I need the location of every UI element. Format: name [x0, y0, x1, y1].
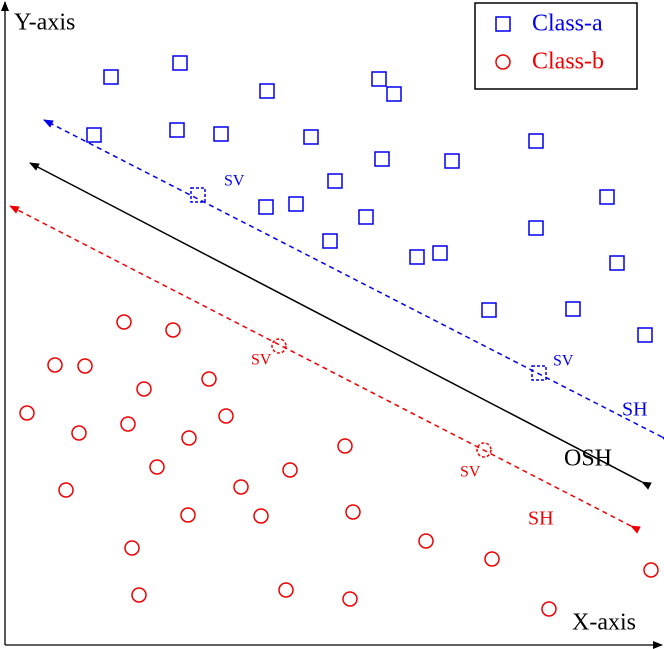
- class-a-point: [444, 153, 460, 169]
- sv-label: SV: [251, 352, 272, 369]
- sh-label: SH: [528, 508, 554, 530]
- sv-label: SV: [224, 173, 245, 190]
- legend-label: Class-a: [532, 11, 603, 37]
- class-b-point: [337, 438, 353, 454]
- class-a-point: [327, 173, 343, 189]
- class-a-point: [609, 255, 625, 271]
- class-b-point: [541, 601, 557, 617]
- class-a-point: [432, 245, 448, 261]
- class-b-point: [149, 459, 165, 475]
- class-a-point: [599, 189, 615, 205]
- class-b-point: [278, 582, 294, 598]
- class-b-point: [282, 462, 298, 478]
- sh-label: SH: [622, 399, 648, 421]
- class-a-point: [288, 196, 304, 212]
- osh-label: OSH: [564, 446, 612, 472]
- legend-marker: [495, 54, 511, 70]
- class-a-point: [213, 126, 229, 142]
- class-b-point: [165, 322, 181, 338]
- support-vector-b: [271, 338, 287, 354]
- class-a-point: [481, 302, 497, 318]
- class-a-point: [386, 86, 402, 102]
- class-b-point: [201, 371, 217, 387]
- class-b-point: [345, 504, 361, 520]
- support-vector-a: [531, 365, 547, 381]
- class-b-point: [218, 408, 234, 424]
- class-b-point: [58, 482, 74, 498]
- class-a-point: [259, 83, 275, 99]
- class-b-point: [77, 358, 93, 374]
- sv-label: SV: [553, 353, 574, 370]
- class-b-point: [124, 540, 140, 556]
- class-b-point: [643, 562, 659, 578]
- class-a-point: [172, 55, 188, 71]
- class-b-point: [253, 508, 269, 524]
- class-b-point: [233, 479, 249, 495]
- x-axis-label: X-axis: [572, 610, 636, 636]
- class-a-point: [371, 71, 387, 87]
- class-b-point: [19, 405, 35, 421]
- class-a-point: [528, 220, 544, 236]
- class-a-point: [565, 301, 581, 317]
- class-a-point: [374, 151, 390, 167]
- class-b-point: [71, 425, 87, 441]
- class-a-point: [103, 69, 119, 85]
- class-b-point: [131, 587, 147, 603]
- class-a-point: [322, 233, 338, 249]
- class-b-point: [484, 551, 500, 567]
- class-b-point: [120, 416, 136, 432]
- class-a-point: [528, 133, 544, 149]
- class-b-point: [116, 314, 132, 330]
- legend-label: Class-b: [532, 49, 604, 75]
- y-axis-label: Y-axis: [14, 10, 75, 36]
- optimal-hyperplane: [29, 162, 652, 490]
- points: [19, 55, 659, 617]
- support-vector-a: [190, 187, 206, 203]
- class-a-point: [358, 209, 374, 225]
- class-b-point: [342, 591, 358, 607]
- class-a-point: [86, 127, 102, 143]
- class-a-point: [409, 249, 425, 265]
- class-b-point: [180, 507, 196, 523]
- support-vector-b: [476, 442, 492, 458]
- class-b-point: [136, 381, 152, 397]
- class-a-point: [258, 199, 274, 215]
- class-a-point: [303, 129, 319, 145]
- class-b-point: [181, 430, 197, 446]
- class-a-point: [169, 122, 185, 138]
- class-a-point: [637, 327, 653, 343]
- legend-marker: [495, 16, 511, 32]
- class-b-point: [418, 533, 434, 549]
- class-b-point: [47, 357, 63, 373]
- sv-label: SV: [460, 464, 481, 481]
